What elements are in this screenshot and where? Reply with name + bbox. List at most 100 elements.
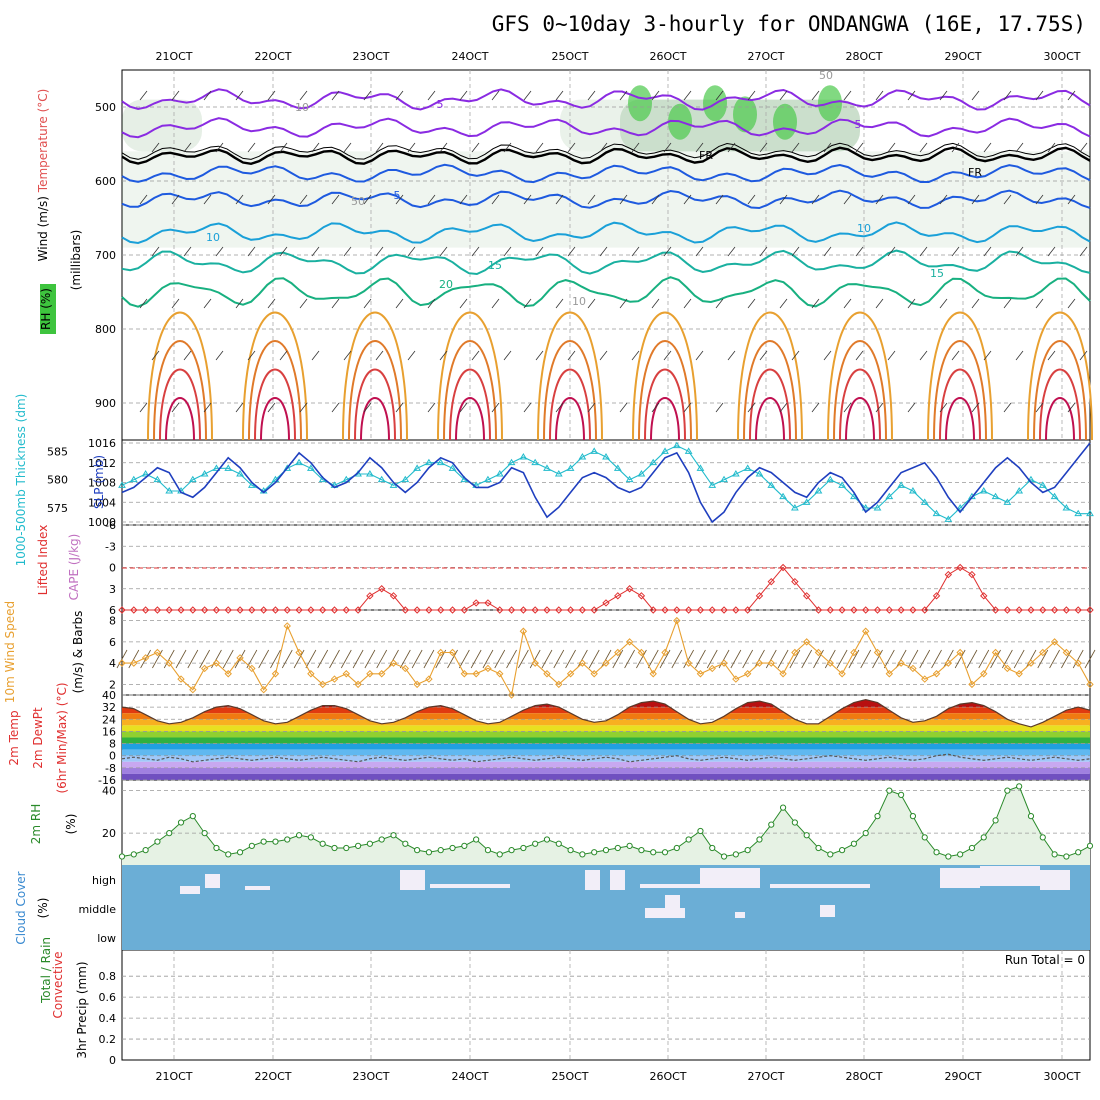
contour-label: 10: [295, 101, 309, 114]
lifted-index-marker: [814, 606, 823, 614]
temperature-band: [122, 699, 1090, 708]
wind-barb: [375, 142, 384, 153]
temperature-contour: [549, 368, 591, 441]
thickness-marker: [1062, 504, 1071, 511]
thickness-marker: [118, 481, 126, 488]
contour-label: 10: [572, 295, 586, 308]
wind-speed-marker: [732, 675, 740, 683]
thickness-marker: [188, 475, 197, 483]
thickness-marker: [826, 475, 835, 483]
temperature-contour: [437, 311, 503, 441]
wind-speed-marker: [1062, 648, 1071, 657]
wind-barb: [599, 142, 608, 153]
freezing-level-line: [121, 146, 1091, 166]
rh-shading: [628, 85, 652, 122]
wind-barb: [706, 649, 718, 669]
wind-barb: [730, 649, 742, 669]
thickness-marker: [1086, 509, 1094, 517]
wind-speed-marker: [472, 670, 480, 678]
thickness-marker: [507, 458, 516, 466]
wind-barb: [363, 194, 372, 205]
thickness-marker: [755, 470, 764, 477]
wind-barb: [715, 90, 724, 101]
wind-speed-marker: [684, 659, 693, 667]
lifted-index-marker: [1039, 606, 1047, 614]
x-tick-label-bottom: 23OCT: [352, 1070, 389, 1083]
rh-marker: [189, 813, 196, 820]
wind-speed-marker: [212, 659, 221, 667]
rh-y-label: 2m RH: [29, 804, 43, 845]
wind-speed-marker: [590, 670, 598, 678]
rh-marker: [945, 853, 952, 860]
wind-barb: [494, 649, 506, 669]
cloud-block: [820, 905, 835, 917]
wind-barb: [983, 350, 992, 361]
thickness-marker: [838, 481, 846, 488]
rh-marker: [402, 840, 409, 847]
wind-barb: [895, 649, 907, 669]
wind-barb: [459, 298, 468, 309]
wind-barb: [439, 350, 448, 361]
wind-barb: [458, 649, 470, 669]
thickness-marker: [1050, 492, 1059, 500]
wind-barb: [779, 298, 788, 309]
wind-speed-marker: [460, 670, 469, 678]
temperature-contour: [348, 340, 402, 441]
wind-barb: [523, 194, 532, 205]
wind-speed-marker: [437, 648, 445, 657]
wind-barb: [1003, 402, 1012, 413]
rh-marker: [567, 847, 574, 854]
thickness-marker: [247, 481, 256, 488]
wind-barb: [311, 350, 320, 361]
cloud-block: [585, 870, 600, 890]
temperature-band: [122, 719, 1090, 726]
rh-marker: [1016, 783, 1023, 790]
wind-barb: [1015, 142, 1024, 153]
temperature-contour: [165, 397, 195, 441]
wind-barb: [983, 142, 992, 153]
wind-speed-marker: [307, 670, 315, 678]
rh-marker: [378, 836, 385, 843]
x-tick-label-top: 22OCT: [254, 50, 291, 63]
thickness-marker: [767, 481, 776, 488]
wind-barb: [343, 246, 352, 257]
wind-barb: [619, 298, 628, 309]
lifted-index-marker: [661, 606, 669, 614]
wind-barb: [1079, 350, 1088, 361]
y-tick-label: 1016: [88, 437, 116, 450]
wind-barb: [139, 90, 148, 101]
wind-barb: [407, 142, 416, 153]
thickness-marker: [366, 470, 374, 477]
thickness-marker: [1015, 487, 1024, 494]
thickness-marker: [531, 458, 540, 466]
thickness-marker: [224, 464, 233, 471]
wind-speed-marker: [330, 675, 339, 683]
x-tick-label-top: 25OCT: [551, 50, 588, 63]
wind-barb: [836, 649, 848, 669]
x-tick-label-top: 21OCT: [155, 50, 192, 63]
wind-barb: [978, 649, 990, 669]
wind-barb: [759, 246, 768, 257]
thickness-marker: [543, 464, 551, 471]
wind-barb: [491, 402, 500, 413]
lifted-index-marker: [496, 606, 504, 614]
wind-barb: [951, 142, 960, 153]
x-tick-label-top: 29OCT: [944, 50, 981, 63]
temperature-contour: [537, 311, 603, 441]
thickness-marker: [779, 492, 787, 500]
wind-speed-marker: [968, 680, 976, 689]
wind-speed-marker: [625, 638, 634, 646]
rh-marker: [1086, 842, 1094, 849]
y-tick-label: -8: [105, 762, 116, 775]
y-tick-label: low: [97, 932, 116, 945]
wind-barb: [234, 649, 246, 669]
cloud-block: [770, 884, 870, 888]
isotherm-line: [121, 88, 1091, 111]
precip-panel: [121, 949, 1091, 1061]
temperature-contour: [153, 340, 207, 441]
cloud-block: [700, 868, 760, 888]
wind-barb: [375, 246, 384, 257]
wind-barb: [375, 350, 384, 361]
wind-barb: [887, 142, 896, 153]
rh-marker: [827, 851, 834, 858]
